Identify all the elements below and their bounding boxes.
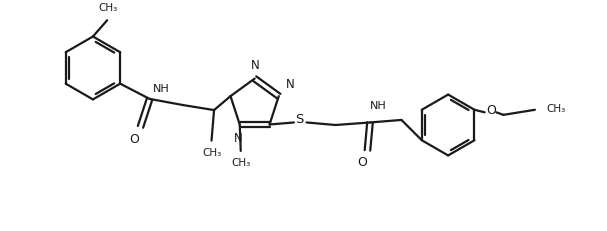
Text: CH₃: CH₃ — [202, 148, 221, 158]
Text: O: O — [486, 104, 496, 117]
Text: O: O — [358, 156, 367, 170]
Text: O: O — [129, 133, 140, 146]
Text: N: N — [251, 59, 260, 72]
Text: CH₃: CH₃ — [546, 104, 565, 114]
Text: CH₃: CH₃ — [231, 158, 250, 168]
Text: CH₃: CH₃ — [98, 3, 117, 13]
Text: NH: NH — [370, 101, 387, 111]
Text: N: N — [286, 78, 294, 91]
Text: NH: NH — [152, 84, 169, 94]
Text: N: N — [234, 132, 243, 145]
Text: S: S — [295, 113, 303, 126]
